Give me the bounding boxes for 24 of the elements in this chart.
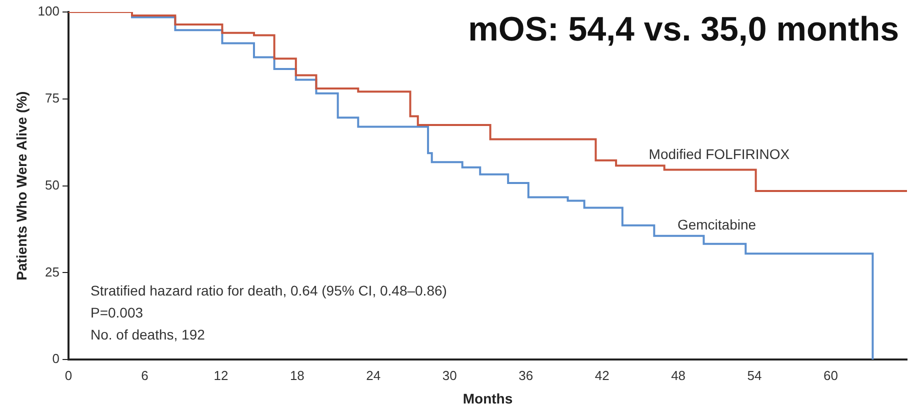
x-tick-label: 24 <box>366 368 381 383</box>
x-axis-title: Months <box>462 390 513 406</box>
y-tick-label: 50 <box>45 177 60 192</box>
x-tick-label: 36 <box>518 368 534 383</box>
x-tick-label: 48 <box>671 368 686 383</box>
x-tick-label: 30 <box>442 368 457 383</box>
annotation: No. of deaths, 192 <box>90 326 206 343</box>
y-tick-label: 100 <box>38 4 60 19</box>
chart-title: mOS: 54,4 vs. 35,0 months <box>468 10 899 48</box>
x-tick-label: 42 <box>594 368 610 383</box>
y-tick-label: 0 <box>52 351 60 366</box>
x-tick-label: 12 <box>214 368 228 383</box>
series-label: Gemcitabine <box>677 216 756 233</box>
y-tick-label: 75 <box>45 90 60 106</box>
x-tick-label: 54 <box>747 368 762 383</box>
x-tick-label: 18 <box>290 368 304 383</box>
annotation: Stratified hazard ratio for death, 0.64 (95% CI, 0.48–0.86) <box>90 282 447 299</box>
series-label: Modified FOLFIRINOX <box>648 146 790 162</box>
y-axis-title: Patients Who Were Alive (%) <box>13 91 30 280</box>
x-tick-label: 0 <box>64 368 72 383</box>
x-tick-label: 60 <box>824 368 838 383</box>
y-tick-label: 25 <box>45 264 60 280</box>
annotation: P=0.003 <box>90 304 144 321</box>
x-tick-label: 6 <box>141 368 148 383</box>
